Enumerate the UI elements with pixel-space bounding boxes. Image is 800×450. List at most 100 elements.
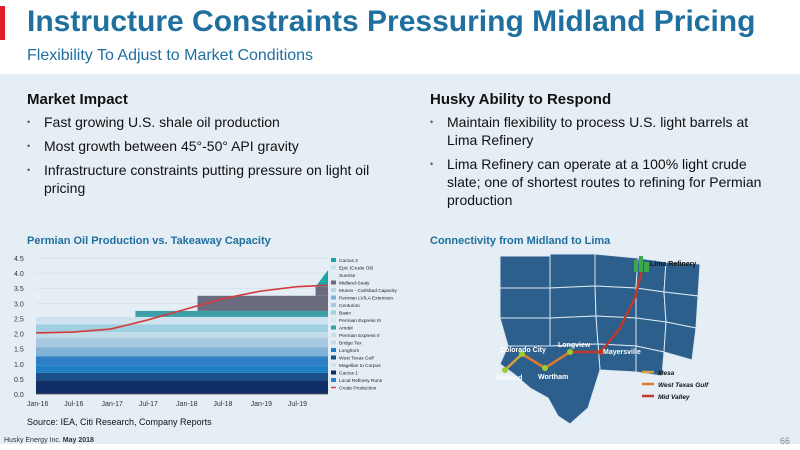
footer-company-name: Husky Energy Inc. [4,437,61,444]
legend-label: Permian LV/LA Extension [339,296,393,302]
wortham-node [542,365,548,371]
x-tick-label: Jul-18 [213,401,232,408]
longview-node [567,349,573,355]
legend-swatch [331,303,336,307]
page-subtitle: Flexibility To Adjust to Market Conditio… [27,47,314,64]
lima-label: Lima Refinery [650,261,696,268]
market-impact-heading: Market Impact [27,91,128,108]
longview-label: Longview [558,342,591,349]
legend-swatch [331,318,336,322]
pipeline-map: Lima Refinery Colorado City Longview May… [496,253,709,425]
band-magellan [36,316,328,325]
map-legend-west-texas-gulf: West Texas Gulf [658,382,709,389]
midland-label: Midland [496,375,522,382]
bullet-icon: • [27,141,31,151]
page-number: 66 [779,436,790,446]
y-tick-label: 1.5 [14,347,24,354]
legend-label: Sunrise [339,273,356,279]
legend-swatch [331,333,336,337]
legend-label: Midland-Sealy [339,281,370,287]
y-tick-label: 4.5 [14,256,24,263]
legend-swatch [331,288,336,292]
y-tick-label: 2.5 [14,316,24,323]
x-tick-label: Jul-17 [139,401,158,408]
crude-production-line [35,284,329,334]
legend-swatch [331,370,336,375]
legend-swatch [331,355,336,360]
x-tick-label: Jan-16 [27,401,49,408]
bullet-text: Lima Refinery can operate at a 100% ligh… [447,156,762,208]
legend-label: Crude Production [339,386,377,392]
legend-swatch [331,340,336,345]
bullet-text: Maintain flexibility to process U.S. lig… [447,114,749,148]
list-item: • Most growth between 45°-50° API gravity [27,137,377,155]
midland-node [502,367,508,373]
legend-label: Permian Express II [339,333,380,339]
band-bridge-tex [36,332,328,339]
page-title: Instructure Constraints Pressuring Midla… [27,5,756,38]
mayersville-label: Mayersville [603,349,641,356]
legend-swatch [331,310,336,315]
bullet-icon: • [430,117,434,127]
legend-swatch [331,363,336,367]
us-states-shape [499,253,701,425]
legend-label: Amdel [339,326,353,332]
legend-swatch [331,273,336,277]
x-tick-label: Jan-19 [251,401,273,408]
chart-title: Permian Oil Production vs. Takeaway Capa… [27,235,271,247]
mid-valley-route [570,269,644,354]
accent-bar [0,6,5,40]
band-longhorn [36,365,328,373]
mesa-route [504,353,523,371]
band-permian-lvla [36,347,328,357]
y-tick-label: 3.0 [14,301,24,308]
wortham-label: Wortham [538,374,568,381]
refinery-icon [634,256,649,272]
legend-label: Cactus 2 [339,258,358,264]
market-impact-list: • Fast growing U.S. shale oil production … [27,113,377,203]
legend-swatch [331,295,336,300]
legend-label: Cactus 1 [339,371,358,377]
bullet-icon: • [430,159,434,169]
map-legend-mid-valley: Mid Valley [658,394,690,401]
legend-swatch [331,325,336,330]
bullet-text: Fast growing U.S. shale oil production [44,114,280,130]
x-tick-label: Jan-18 [176,401,198,408]
band-local-refinery [36,356,328,366]
band-sunrise [315,286,328,296]
list-item: • Lima Refinery can operate at a 100% lig… [430,155,770,209]
y-tick-label: 1.0 [14,362,24,369]
y-tick-label: 3.5 [14,286,24,293]
legend-label: Longhorn [339,348,360,354]
legend-label: Magellan to Corpus [339,363,381,369]
capacity-chart: 0.0 0.5 1.0 1.5 2.0 2.5 3.0 3.5 4.0 4.5 Jan-16 Jul-… [14,256,397,408]
legend-swatch [331,265,336,270]
legend-label: Local Refinery Runs [339,378,383,384]
y-tick-label: 2.0 [14,332,24,339]
legend-label: Centurion [339,303,360,309]
bullet-icon: • [27,165,31,175]
legend-label: West Texas Gulf [339,356,374,362]
legend-label: Basin [339,311,351,317]
legend-label: Permian Express III [339,318,381,324]
list-item: • Fast growing U.S. shale oil production [27,113,377,131]
x-tick-label: Jul-19 [288,401,307,408]
husky-heading: Husky Ability to Respond [430,91,612,108]
band-basin [36,324,328,333]
y-tick-label: 0.0 [14,392,24,399]
legend-label: Munex - Carlsbad Capacity [339,288,397,294]
footer-date: May 2018 [62,437,94,444]
footer-company: Husky Energy Inc. May 2018 [4,437,94,444]
legend-swatch [331,378,336,382]
list-item: • Maintain flexibility to process U.S. li… [430,113,770,149]
map-legend: Mesa West Texas Gulf Mid Valley [642,370,709,401]
chart-source: Source: IEA, Citi Research, Company Repo… [27,417,212,427]
mayersville-node [598,349,604,355]
x-tick-label: Jul-16 [64,401,83,408]
husky-list: • Maintain flexibility to process U.S. li… [430,113,770,215]
band-centurion [36,338,328,348]
legend-label: Bridge Tex [339,341,362,347]
colorado-city-node [519,351,525,357]
legend-swatch [331,280,336,285]
bullet-text: Infrastructure constraints putting press… [44,162,370,196]
